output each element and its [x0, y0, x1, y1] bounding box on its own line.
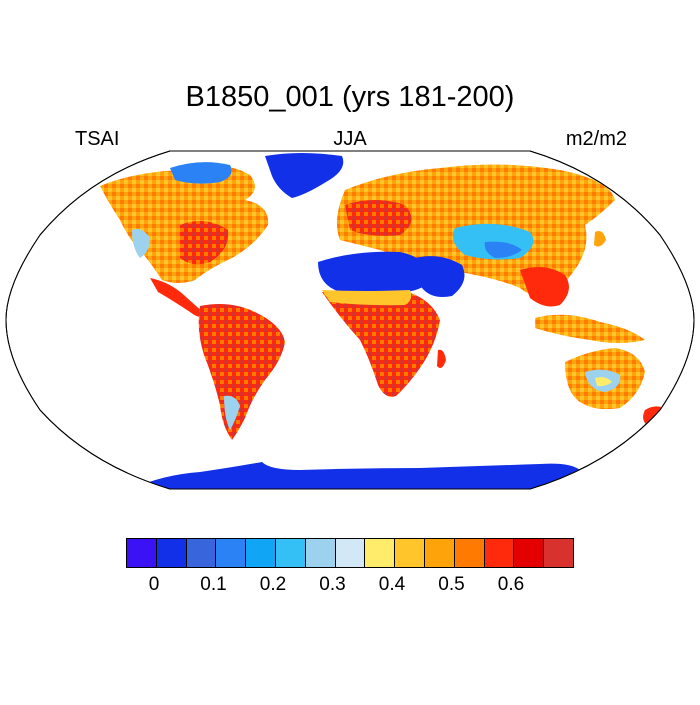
colorbar-box [365, 539, 396, 567]
colorbar-box [186, 539, 217, 567]
colorbar-tick-label: 0.6 [497, 574, 525, 595]
colorbar-box [275, 539, 306, 567]
south-america [198, 304, 285, 440]
colorbar-tick-label: 0.3 [319, 574, 346, 595]
japan [594, 231, 606, 247]
maritime-continent [535, 314, 645, 343]
units-label: m2/m2 [565, 128, 627, 150]
western-us-dry [132, 229, 150, 258]
colorbar-box [484, 539, 515, 567]
colorbar-box [454, 539, 485, 567]
tibet [484, 241, 522, 258]
colorbar-box [424, 539, 455, 567]
season-label: JJA [333, 128, 367, 150]
map-title: B1850_001 (yrs 181-200) [185, 81, 515, 113]
central-america [150, 278, 208, 318]
canadian-arctic [170, 162, 232, 184]
madagascar [437, 349, 446, 368]
colorbar-box [335, 539, 366, 567]
colorbar-tick-label: 0.5 [438, 574, 465, 595]
arabia [414, 256, 465, 297]
europe-forest [345, 200, 412, 236]
colorbar-box [246, 539, 276, 567]
colorbar-tick-label: 0.4 [378, 574, 406, 595]
colorbar-box [305, 539, 336, 567]
colorbar [126, 538, 574, 568]
colorbar-tick-labels: 0 0.1 0.2 0.3 0.4 0.5 0.6 [126, 574, 574, 600]
patagonia [224, 395, 240, 430]
colorbar-box [127, 539, 157, 567]
colorbar-box [514, 539, 545, 567]
variable-label: TSAI [75, 128, 120, 150]
colorbar-box [156, 539, 187, 567]
colorbar-box [216, 539, 247, 567]
australia-core [595, 377, 612, 387]
land-layer [100, 153, 664, 489]
greenland [265, 153, 344, 198]
eastern-north-america-forest [180, 221, 229, 265]
colorbar-box [395, 539, 425, 567]
colorbar-tick-label: 0 [148, 574, 160, 595]
sahel-strip [322, 290, 412, 306]
sub-saharan-africa [322, 292, 440, 397]
antarctica [130, 462, 580, 489]
colorbar-tick-label: 0.1 [200, 574, 227, 595]
colorbar-tick-label: 0.2 [259, 574, 287, 595]
southeast-asia [520, 266, 569, 307]
colorbar-box [544, 539, 573, 567]
sahara [318, 251, 432, 293]
